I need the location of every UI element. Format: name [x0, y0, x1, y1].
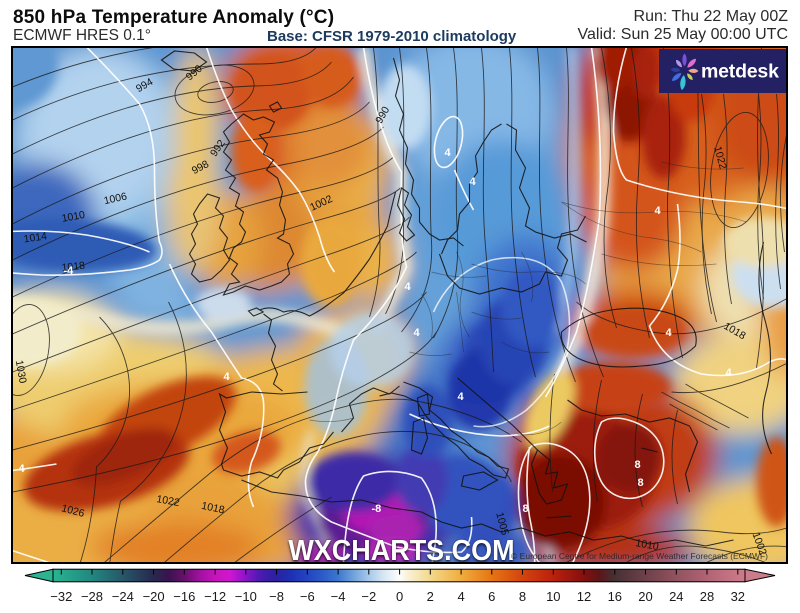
svg-text:1022: 1022	[711, 145, 729, 171]
svg-text:1006: 1006	[103, 191, 128, 208]
svg-text:20: 20	[638, 589, 652, 604]
svg-text:1030: 1030	[13, 359, 29, 384]
svg-text:28: 28	[700, 589, 714, 604]
svg-text:8: 8	[635, 459, 641, 471]
svg-text:4: 4	[458, 391, 465, 403]
svg-text:1010: 1010	[61, 209, 86, 225]
svg-text:−24: −24	[112, 589, 134, 604]
svg-text:−8: −8	[269, 589, 284, 604]
svg-text:2: 2	[427, 589, 434, 604]
svg-text:1022: 1022	[155, 493, 180, 509]
svg-text:4: 4	[405, 281, 412, 293]
svg-text:0: 0	[396, 589, 403, 604]
svg-text:1026: 1026	[60, 502, 86, 520]
svg-text:4: 4	[726, 367, 733, 379]
svg-text:-8: -8	[372, 503, 382, 515]
svg-text:4: 4	[470, 176, 477, 188]
svg-text:−12: −12	[204, 589, 226, 604]
svg-text:8: 8	[519, 589, 526, 604]
svg-text:24: 24	[669, 589, 683, 604]
svg-text:−4: −4	[331, 589, 346, 604]
svg-text:4: 4	[224, 371, 231, 383]
svg-text:−20: −20	[143, 589, 165, 604]
svg-text:4: 4	[666, 327, 673, 339]
svg-text:4: 4	[19, 463, 26, 475]
svg-text:−28: −28	[81, 589, 103, 604]
svg-text:−2: −2	[361, 589, 376, 604]
svg-text:6: 6	[488, 589, 495, 604]
svg-text:-4: -4	[64, 265, 75, 277]
svg-text:8: 8	[638, 477, 644, 489]
svg-text:4: 4	[414, 327, 421, 339]
svg-text:16: 16	[608, 589, 622, 604]
svg-text:−32: −32	[50, 589, 72, 604]
svg-text:−10: −10	[235, 589, 257, 604]
svg-text:1010: 1010	[634, 537, 659, 553]
svg-text:−6: −6	[300, 589, 315, 604]
svg-text:10: 10	[546, 589, 560, 604]
svg-text:32: 32	[731, 589, 745, 604]
svg-text:1018: 1018	[200, 500, 225, 517]
svg-text:1005: 1005	[493, 511, 511, 537]
svg-text:1014: 1014	[23, 230, 48, 245]
svg-text:8: 8	[523, 503, 529, 515]
svg-text:−16: −16	[173, 589, 195, 604]
svg-text:12: 12	[577, 589, 591, 604]
svg-text:4: 4	[655, 205, 662, 217]
svg-text:metdesk: metdesk	[701, 61, 779, 83]
svg-text:4: 4	[457, 589, 464, 604]
svg-text:1018: 1018	[61, 260, 86, 274]
svg-text:4: 4	[445, 147, 452, 159]
